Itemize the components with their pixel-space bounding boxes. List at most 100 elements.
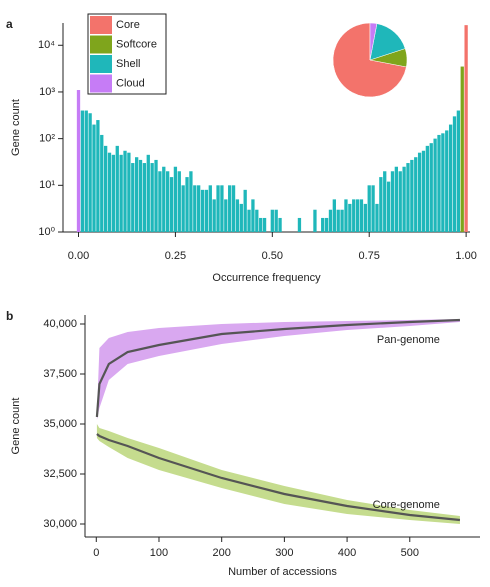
bar — [464, 25, 468, 232]
bar — [123, 150, 127, 232]
bar — [138, 159, 143, 232]
bar — [107, 152, 112, 232]
bar — [390, 171, 395, 232]
x-tick-label: 1.00 — [455, 250, 476, 262]
bar — [379, 177, 383, 232]
bar — [367, 185, 371, 232]
bar — [235, 199, 240, 232]
bar — [359, 199, 364, 232]
bar — [375, 203, 379, 232]
bar — [115, 145, 119, 232]
bar — [204, 189, 209, 232]
pie-slice — [332, 22, 407, 98]
bar — [429, 143, 433, 232]
x-axis-label: Number of accessions — [228, 566, 337, 578]
bar — [173, 166, 178, 232]
bar — [96, 120, 100, 232]
bar — [189, 171, 193, 232]
x-tick-label: 300 — [275, 547, 293, 559]
bar — [162, 166, 166, 232]
bar — [181, 185, 185, 232]
bar — [216, 185, 220, 232]
bar — [103, 145, 108, 232]
y-tick-label: 35,000 — [43, 418, 77, 430]
band — [96, 424, 460, 524]
bar — [445, 130, 449, 232]
bar — [150, 163, 154, 232]
pie-slice — [369, 22, 378, 61]
bar — [119, 154, 123, 232]
y-tick-label: 10³ — [39, 86, 55, 98]
bar — [456, 110, 461, 232]
bar — [84, 110, 88, 232]
bar — [433, 138, 437, 232]
bar — [355, 199, 360, 232]
x-tick-label: 200 — [213, 547, 231, 559]
panel-label: b — [6, 309, 13, 323]
x-tick-label: 0.25 — [165, 250, 186, 262]
bar — [197, 185, 201, 232]
bar — [76, 90, 81, 232]
x-tick-label: 500 — [401, 547, 419, 559]
bar — [425, 145, 430, 232]
bar — [410, 159, 414, 232]
bar — [437, 134, 441, 232]
bar — [154, 159, 158, 232]
bar — [220, 185, 224, 232]
bar — [386, 181, 391, 232]
bar — [111, 154, 116, 232]
bar — [243, 189, 247, 232]
bar — [441, 133, 445, 232]
bar — [259, 217, 263, 232]
bar — [297, 217, 302, 232]
bar — [92, 124, 96, 232]
y-tick-label: 10² — [39, 133, 55, 145]
bar — [460, 66, 464, 233]
y-tick-label: 32,500 — [43, 468, 77, 480]
bar — [166, 171, 170, 232]
y-tick-label: 10¹ — [39, 179, 55, 191]
bar — [212, 199, 216, 232]
bar — [251, 199, 255, 232]
bar — [228, 185, 232, 232]
bar — [146, 154, 150, 232]
bar — [363, 203, 367, 232]
bar — [177, 171, 181, 232]
x-tick-label: 400 — [338, 547, 356, 559]
bar — [336, 209, 340, 232]
legend-label: Core — [116, 19, 140, 31]
bar — [185, 177, 189, 232]
bar — [158, 171, 162, 232]
bar — [255, 209, 259, 232]
bar — [100, 134, 104, 232]
x-axis-label: Occurrence frequency — [212, 272, 321, 284]
bar — [332, 199, 336, 232]
legend-swatch — [90, 74, 112, 93]
legend-label: Shell — [116, 58, 140, 70]
bar — [328, 209, 333, 232]
bar — [224, 199, 228, 232]
bar — [421, 150, 426, 232]
bar — [352, 199, 356, 232]
bar — [371, 185, 375, 232]
bar — [239, 203, 243, 232]
line-label: Core-genome — [373, 499, 440, 511]
bar — [142, 163, 147, 232]
panel-label: a — [6, 17, 13, 31]
bar — [414, 157, 418, 232]
legend-label: Softcore — [116, 38, 157, 50]
bar — [452, 116, 457, 232]
bar — [231, 185, 236, 232]
bar — [340, 209, 344, 232]
y-axis-label: Gene count — [10, 99, 22, 156]
legend-label: Cloud — [116, 77, 145, 89]
legend-swatch — [90, 55, 112, 73]
y-tick-label: 30,000 — [43, 518, 77, 530]
x-tick-label: 0.75 — [359, 250, 380, 262]
y-tick-label: 37,500 — [43, 368, 77, 380]
x-tick-label: 0 — [93, 547, 99, 559]
x-tick-label: 0.50 — [262, 250, 283, 262]
x-tick-label: 0.00 — [68, 250, 89, 262]
